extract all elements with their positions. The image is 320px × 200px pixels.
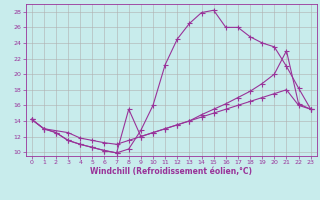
X-axis label: Windchill (Refroidissement éolien,°C): Windchill (Refroidissement éolien,°C): [90, 167, 252, 176]
